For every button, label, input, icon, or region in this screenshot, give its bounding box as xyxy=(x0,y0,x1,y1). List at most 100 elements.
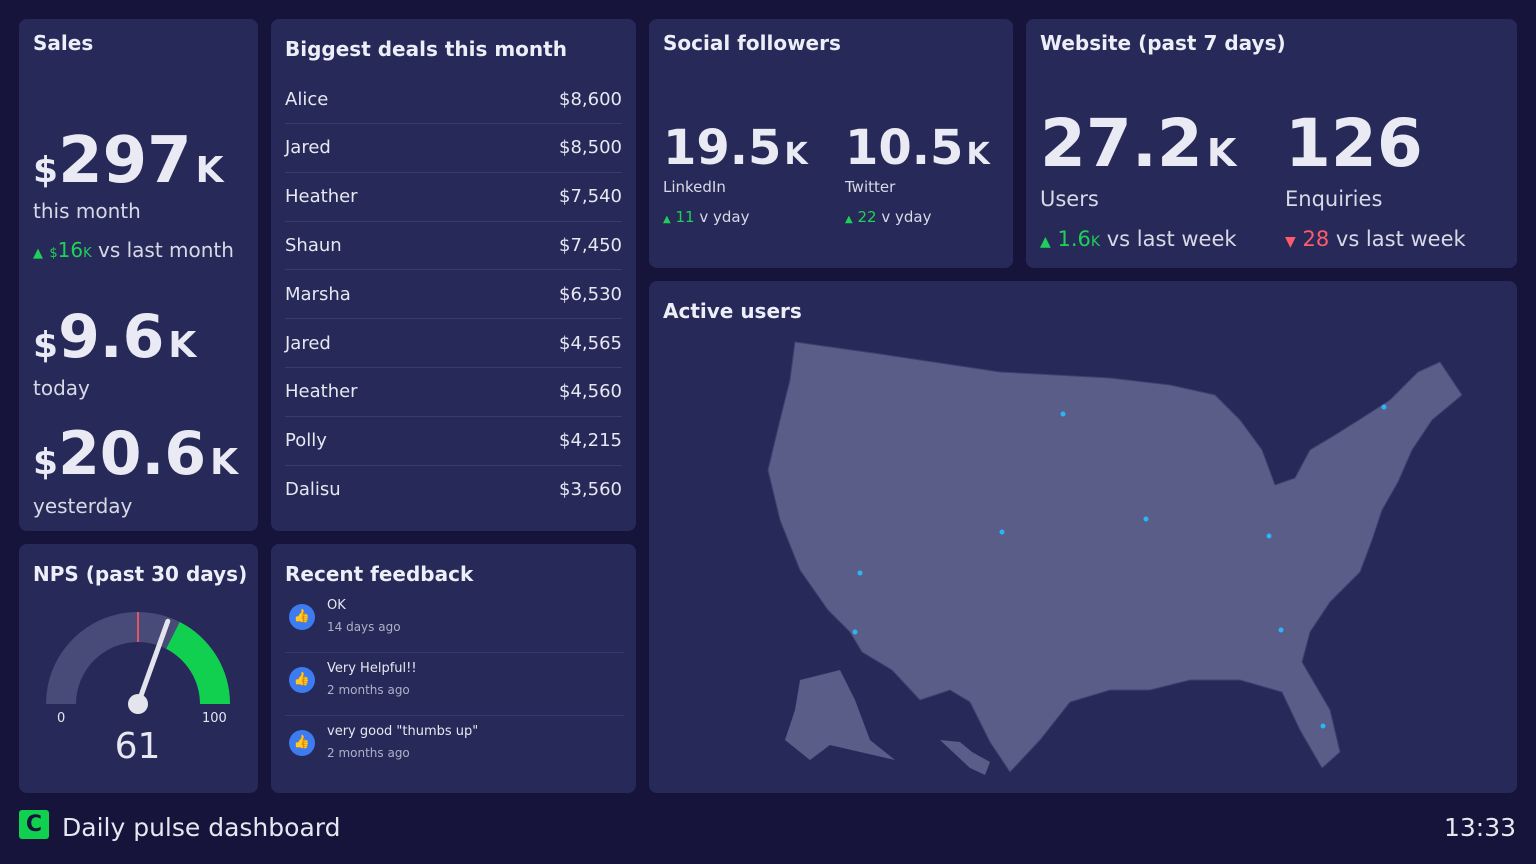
active-user-dot xyxy=(1278,627,1284,633)
deal-name: Shaun xyxy=(285,234,342,256)
feedback-time: 2 months ago xyxy=(327,683,410,697)
delta-value: 22 xyxy=(857,208,877,226)
delta-label: v yday xyxy=(881,208,932,226)
enquiries-delta-value: 28 xyxy=(1302,227,1330,251)
network-label: LinkedIn xyxy=(663,178,726,196)
sales-delta: ▲ $16K vs last month xyxy=(33,238,234,262)
deal-amount: $7,450 xyxy=(559,234,622,256)
dashboard-title: Daily pulse dashboard xyxy=(62,813,341,842)
deal-row: Marsha $6,530 xyxy=(285,270,622,320)
enquiries-delta-label: vs last week xyxy=(1335,227,1466,251)
feedback-card: Recent feedback 👍 OK 14 days ago 👍 Very Help… xyxy=(271,544,636,793)
feedback-time: 14 days ago xyxy=(327,620,401,634)
currency: $ xyxy=(33,442,59,483)
sales-month-label: this month xyxy=(33,199,141,223)
deals-card: Biggest deals this month Alice $8,600 Jare… xyxy=(271,19,636,531)
currency: $ xyxy=(33,325,59,366)
active-users-card: Active users xyxy=(649,281,1517,793)
sales-today-value: 9.6 xyxy=(58,302,165,372)
currency: $ xyxy=(33,150,59,191)
deal-name: Heather xyxy=(285,381,358,403)
gauge-needle xyxy=(135,618,171,707)
clock: 13:33 xyxy=(1443,813,1516,842)
currency: $ xyxy=(49,246,58,261)
enquiries-label: Enquiries xyxy=(1285,187,1383,211)
up-arrow-icon: ▲ xyxy=(33,246,43,261)
active-user-dot xyxy=(1266,533,1272,539)
follower-count: 19.5 K xyxy=(663,124,808,172)
delta-value: 11 xyxy=(675,208,695,226)
unit: K xyxy=(168,325,197,366)
enquiries-value: 126 xyxy=(1285,105,1423,182)
deal-amount: $8,500 xyxy=(559,137,622,159)
sales-month-value: 297 xyxy=(58,124,192,198)
follower-count: 10.5 K xyxy=(845,124,990,172)
up-arrow-icon: ▲ xyxy=(1040,234,1051,250)
footer: C Daily pulse dashboard 13:33 xyxy=(0,800,1536,864)
gauge-max-label: 100 xyxy=(202,711,227,726)
active-user-dot xyxy=(1060,411,1066,417)
deal-amount: $4,215 xyxy=(559,430,622,452)
unit: K xyxy=(1090,234,1101,250)
thumbs-up-icon: 👍 xyxy=(289,730,315,756)
social-title: Social followers xyxy=(663,31,841,55)
users-label: Users xyxy=(1040,187,1099,211)
down-arrow-icon: ▼ xyxy=(1285,234,1296,250)
sales-month: $297 K xyxy=(33,129,224,193)
deal-row: Shaun $7,450 xyxy=(285,221,622,271)
feedback-item[interactable]: 👍 OK 14 days ago xyxy=(285,590,624,653)
deal-name: Heather xyxy=(285,186,358,208)
unit: K xyxy=(1206,131,1237,175)
users-delta-value: 1.6 xyxy=(1057,227,1091,251)
value: 19.5 xyxy=(663,120,782,176)
unit: K xyxy=(210,442,239,483)
feedback-text: Very Helpful!! xyxy=(327,661,417,676)
sales-today: $9.6 K xyxy=(33,307,196,367)
deal-row: Alice $8,600 xyxy=(285,75,622,124)
nps-card: NPS (past 30 days) 0 100 61 xyxy=(19,544,258,793)
value: 10.5 xyxy=(845,120,964,176)
map-alaska xyxy=(785,670,895,760)
deal-row: Jared $8,500 xyxy=(285,124,622,173)
website-title: Website (past 7 days) xyxy=(1040,31,1286,55)
nps-gauge xyxy=(46,612,230,714)
sales-yesterday-value: 20.6 xyxy=(58,419,207,489)
active-user-dot xyxy=(1381,404,1387,410)
active-user-dot xyxy=(1320,723,1326,729)
deal-amount: $4,565 xyxy=(559,332,622,354)
users-value: 27.2 xyxy=(1040,105,1203,182)
deal-amount: $4,560 xyxy=(559,381,622,403)
sales-yesterday-label: yesterday xyxy=(33,494,133,518)
unit: K xyxy=(966,137,990,172)
unit: K xyxy=(195,150,224,191)
logo-icon: C xyxy=(19,810,49,839)
active-user-dot xyxy=(1143,516,1149,522)
deal-row: Heather $4,560 xyxy=(285,368,622,417)
sales-yesterday: $20.6 K xyxy=(33,424,238,484)
deal-row: Polly $4,215 xyxy=(285,417,622,466)
unit: K xyxy=(83,246,92,261)
sales-card: Sales $297 K this month ▲ $16K vs last mo… xyxy=(19,19,258,531)
us-map xyxy=(767,341,1463,775)
unit: K xyxy=(784,137,808,172)
deal-amount: $3,560 xyxy=(559,479,622,501)
deal-name: Alice xyxy=(285,88,329,110)
delta-label: v yday xyxy=(699,208,750,226)
map-hawaii xyxy=(940,740,990,775)
feedback-item[interactable]: 👍 very good "thumbs up" 2 months ago xyxy=(285,716,624,779)
deal-amount: $8,600 xyxy=(559,88,622,110)
feedback-title: Recent feedback xyxy=(285,562,474,586)
active-user-dot xyxy=(999,529,1005,535)
feedback-item[interactable]: 👍 Very Helpful!! 2 months ago xyxy=(285,653,624,716)
users-delta-label: vs last week xyxy=(1106,227,1237,251)
up-arrow-icon: ▲ xyxy=(845,214,853,225)
follower-delta: ▲ 11 v yday xyxy=(663,208,749,226)
deals-title: Biggest deals this month xyxy=(285,37,567,61)
deal-name: Polly xyxy=(285,430,327,452)
website-card: Website (past 7 days) 27.2 K Users ▲ 1.6K… xyxy=(1026,19,1517,268)
deal-amount: $6,530 xyxy=(559,283,622,305)
users-metric: 27.2 K xyxy=(1040,111,1236,177)
sales-today-label: today xyxy=(33,376,90,400)
active-user-dot xyxy=(852,629,858,635)
up-arrow-icon: ▲ xyxy=(663,214,671,225)
